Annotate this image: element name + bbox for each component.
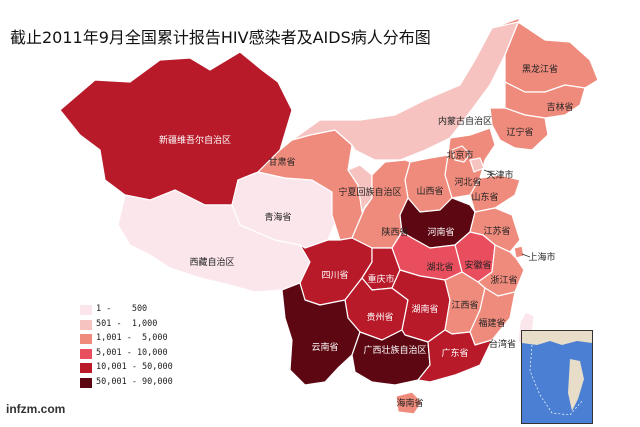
legend-swatch	[80, 305, 92, 315]
site-watermark: infzm.com	[6, 402, 66, 416]
province-tianjin	[469, 157, 485, 173]
legend-range-label: 5,001 - 10,000	[96, 347, 168, 358]
map-legend: 1 - 500 501 - 1,000 1,001 - 5,000 5,001 - 1…	[70, 304, 210, 392]
legend-swatch	[80, 348, 92, 359]
legend-item: 5,001 - 10,000	[70, 348, 210, 363]
province-neimenggu	[291, 17, 521, 161]
province-label-anhui: 安徽省	[464, 259, 491, 271]
legend-swatch	[80, 377, 92, 388]
province-label-heilongjiang: 黑龙江省	[522, 63, 558, 75]
province-label-jiangxi: 江西省	[451, 299, 478, 311]
legend-range-label: 10,001 - 50,000	[96, 362, 173, 373]
label-leader-lines	[483, 169, 531, 258]
province-label-neimenggu: 内蒙古自治区	[438, 115, 492, 127]
province-regions	[59, 17, 599, 415]
legend-range-label: 501 - 1,000	[96, 318, 158, 329]
legend-item: 1 - 500	[70, 304, 210, 319]
province-label-hebei: 河北省	[454, 176, 481, 188]
province-label-fujian: 福建省	[478, 317, 505, 329]
province-label-hubei: 湖北省	[426, 261, 453, 273]
inset-coast-shape	[522, 331, 592, 345]
province-label-shanxi: 山西省	[416, 185, 443, 197]
legend-range-label: 1 - 500	[96, 304, 148, 314]
province-label-jilin: 吉林省	[546, 101, 573, 113]
province-labels: 新疆维吾尔自治区 西藏自治区 青海省 甘肃省 内蒙古自治区 黑龙江省 吉林省 辽…	[159, 63, 574, 409]
legend-swatch	[80, 334, 92, 345]
province-label-shaanxi: 陕西省	[381, 226, 408, 238]
province-label-liaoning: 辽宁省	[506, 126, 533, 138]
province-label-guizhou: 贵州省	[366, 311, 393, 323]
province-label-guangdong: 广东省	[441, 347, 468, 359]
province-guangdong	[417, 329, 493, 383]
legend-swatch	[80, 363, 92, 374]
province-label-shandong: 山东省	[471, 191, 498, 203]
legend-item: 1,001 - 5,000	[70, 333, 210, 348]
province-label-xizang: 西藏自治区	[189, 256, 234, 268]
legend-range-label: 50,001 - 90,000	[96, 376, 173, 387]
inset-island-shape	[568, 359, 584, 411]
legend-item: 501 - 1,000	[70, 319, 210, 334]
province-label-ningxia: 宁夏回族自治区	[338, 186, 401, 198]
province-label-hainan: 海南省	[396, 397, 423, 409]
map-title: 截止2011年9月全国累计报告HIV感染者及AIDS病人分布图	[10, 28, 431, 47]
province-label-shanghai: 上海市	[528, 251, 555, 263]
province-label-zhejiang: 浙江省	[490, 274, 517, 286]
tianjin-leader-line	[483, 169, 497, 176]
province-beijing	[451, 145, 471, 163]
legend-range-label: 1,001 - 5,000	[96, 333, 168, 344]
province-label-tianjin: 天津市	[486, 169, 513, 181]
legend-swatch	[80, 319, 92, 330]
province-liaoning	[489, 107, 549, 151]
province-label-yunnan: 云南省	[311, 341, 338, 353]
province-label-guangxi: 广西壮族自治区	[363, 344, 426, 356]
province-label-xinjiang: 新疆维吾尔自治区	[159, 134, 231, 146]
province-label-sichuan: 四川省	[321, 269, 348, 281]
inset-dashed-boundary	[529, 344, 583, 416]
shanghai-leader-line	[521, 253, 531, 258]
province-label-qinghai: 青海省	[264, 211, 291, 223]
province-label-hunan: 湖南省	[411, 303, 438, 315]
province-label-jiangsu: 江苏省	[483, 225, 510, 237]
province-label-taiwan: 台湾省	[489, 338, 516, 350]
south-china-sea-inset-map	[522, 331, 592, 416]
province-label-henan: 河南省	[427, 226, 454, 238]
province-label-beijing: 北京市	[446, 149, 473, 161]
province-label-gansu: 甘肃省	[268, 156, 295, 168]
south-china-sea-inset	[521, 330, 593, 424]
province-hainan	[395, 391, 423, 415]
province-label-chongqing: 重庆市	[367, 273, 394, 285]
province-shanghai	[513, 245, 525, 259]
legend-item: 10,001 - 50,000	[70, 362, 210, 377]
legend-item: 50,001 - 90,000	[70, 377, 210, 392]
